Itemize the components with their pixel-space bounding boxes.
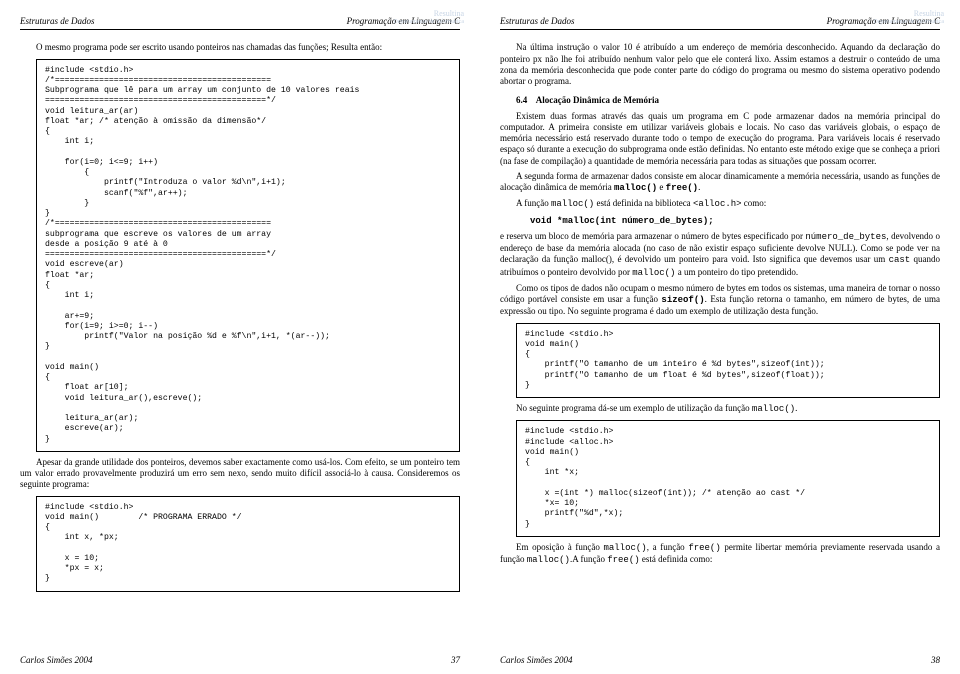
section-title: 6.4 Alocação Dinâmica de Memória (516, 95, 940, 106)
page-37: Resultina Departamento de Informática Es… (0, 0, 480, 674)
r-para7: No seguinte programa dá-se um exemplo de… (500, 403, 940, 415)
r-para4: A função malloc() está definida na bibli… (500, 198, 940, 210)
r-para5a: e reserva um bloco de memória para armaz… (500, 231, 805, 241)
footer-author: Carlos Simões 2004 (20, 655, 93, 666)
header-right: Programação em Linguagem C (827, 16, 940, 27)
r-para8: Em oposição à função malloc(), a função … (500, 542, 940, 567)
r-para7a: No seguinte programa dá-se um exemplo de… (516, 403, 752, 413)
cast-kw: cast (889, 255, 911, 265)
r-para8a: Em oposição à função (516, 542, 603, 552)
r-para3a: A segunda forma de armazenar dados consi… (500, 171, 940, 192)
alloc-h: <alloc.h> (693, 199, 742, 209)
code-block-2: #include <stdio.h> void main() /* PROGRA… (36, 496, 460, 592)
proto: void *malloc(int número_de_bytes); (530, 216, 714, 226)
header-left: Estruturas de Dados (20, 16, 95, 27)
proto-line: void *malloc(int número_de_bytes); (530, 215, 940, 227)
code-block-4: #include <stdio.h> #include <alloc.h> vo… (516, 420, 940, 537)
sizeof-kw: sizeof() (661, 295, 704, 305)
section-text: Alocação Dinâmica de Memória (536, 95, 659, 105)
page-footer-left: Carlos Simões 2004 37 (20, 653, 460, 666)
page-body-right: Na última instrução o valor 10 é atribuí… (500, 38, 940, 647)
r-para3c: . (698, 182, 700, 192)
free-kw2: free() (688, 543, 720, 553)
section-num: 6.4 (516, 95, 527, 105)
r-para3: A segunda forma de armazenar dados consi… (500, 171, 940, 195)
r-para4a: A função (516, 198, 551, 208)
malloc-kw4: malloc() (752, 404, 795, 414)
r-para8e: está definida como: (640, 554, 713, 564)
num-bytes: número_de_bytes (805, 232, 886, 242)
malloc-kw2: malloc() (551, 199, 594, 209)
page-header-left: Estruturas de Dados Programação em Lingu… (20, 16, 460, 30)
r-para8b: , a função (647, 542, 689, 552)
r-para3b: e (657, 182, 666, 192)
footer-page-num: 38 (931, 655, 940, 666)
malloc-kw5: malloc() (603, 543, 646, 553)
code-block-3: #include <stdio.h> void main() { printf(… (516, 323, 940, 399)
r-para4c: como: (742, 198, 767, 208)
r-para7b: . (795, 403, 797, 413)
page-38: Resultina Departamento de Informática Es… (480, 0, 960, 674)
r-para1: Na última instrução o valor 10 é atribuí… (500, 42, 940, 87)
r-para6: Como os tipos de dados não ocupam o mesm… (500, 283, 940, 318)
footer-author: Carlos Simões 2004 (500, 655, 573, 666)
page-header-right: Estruturas de Dados Programação em Lingu… (500, 16, 940, 30)
intro-para: O mesmo programa pode ser escrito usando… (20, 42, 460, 53)
header-left: Estruturas de Dados (500, 16, 575, 27)
page-body-left: O mesmo programa pode ser escrito usando… (20, 38, 460, 647)
malloc-kw3: malloc() (632, 268, 675, 278)
header-right: Programação em Linguagem C (347, 16, 460, 27)
malloc-kw: malloc() (614, 183, 657, 193)
malloc-kw6: malloc() (527, 555, 570, 565)
r-para4b: está definida na biblioteca (594, 198, 693, 208)
free-kw3: free() (607, 555, 639, 565)
page-footer-right: Carlos Simões 2004 38 (500, 653, 940, 666)
r-para2: Existem duas formas através das quais um… (500, 111, 940, 167)
r-para8d: .A função (570, 554, 607, 564)
r-para5d: a um ponteiro do tipo pretendido. (675, 267, 798, 277)
footer-page-num: 37 (451, 655, 460, 666)
r-para5: e reserva um bloco de memória para armaz… (500, 231, 940, 279)
code-block-1: #include <stdio.h> /*===================… (36, 59, 460, 452)
para-2: Apesar da grande utilidade dos ponteiros… (20, 457, 460, 491)
free-kw: free() (666, 183, 698, 193)
